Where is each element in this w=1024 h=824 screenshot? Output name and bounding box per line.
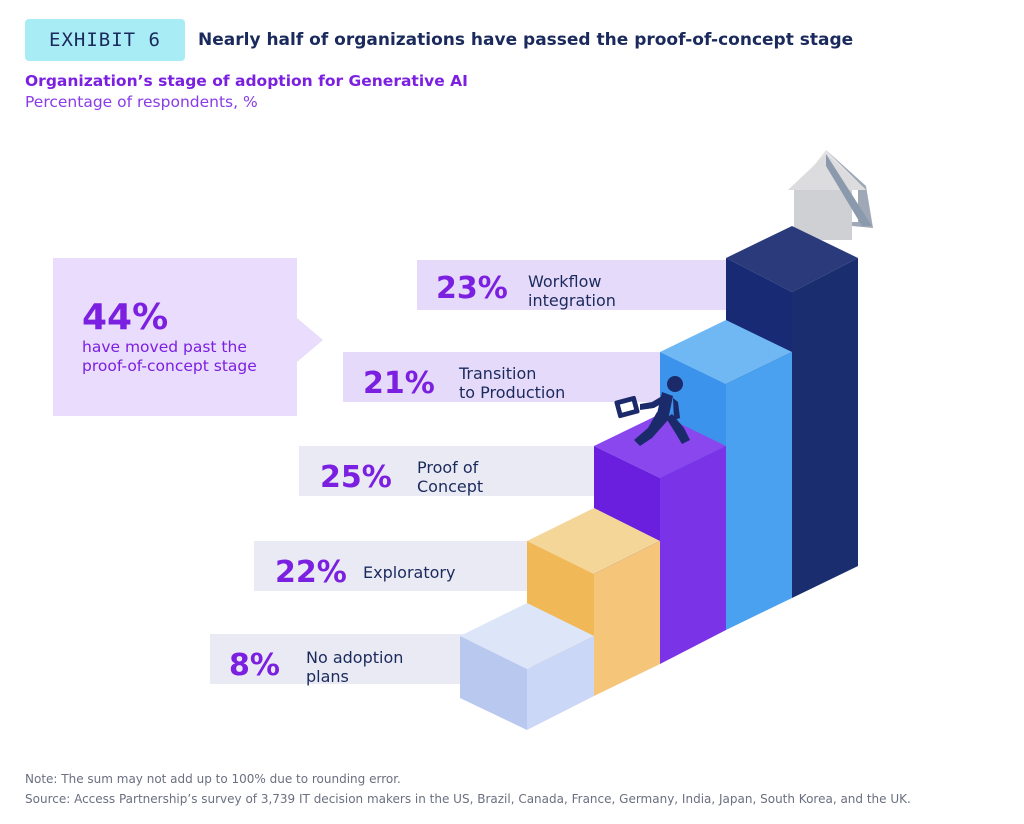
band-transition [343,352,665,402]
up-arrow-icon [788,150,873,240]
exhibit-headline: Nearly half of organizations have passed… [198,30,854,50]
category-label-exploratory: Exploratory [363,563,456,582]
category-label-no-adoption: No adoption plans [306,648,404,686]
category-label-transition: Transition to Production [459,364,566,402]
data-label-proof-of-concept: 25% [320,460,392,495]
category-label-proof-of-concept: Proof of Concept [417,458,484,496]
data-label-transition: 21% [363,366,435,401]
walking-businessperson-icon [614,376,690,446]
data-label-exploratory: 22% [275,555,347,590]
footnote-source: Source: Access Partnership’s survey of 3… [25,792,911,806]
data-label-workflow: 23% [436,271,508,306]
band-workflow [417,260,731,310]
step-no-adoption [460,603,594,730]
data-label-no-adoption: 8% [229,648,280,683]
band-exploratory [254,541,534,591]
footnote-rounding: Note: The sum may not add up to 100% due… [25,772,401,786]
band-proof-of-concept [299,446,599,496]
callout-percent: 44% [82,297,169,338]
category-label-workflow: Workflow integration [528,272,616,310]
exhibit-badge: EXHIBIT 6 [25,19,185,61]
callout-box [53,258,297,416]
callout-pointer [297,318,323,362]
callout-text: have moved past the proof-of-concept sta… [82,338,257,375]
chart-unit-label: Percentage of respondents, % [25,93,258,111]
band-no-adoption [210,634,470,684]
chart-title: Organization’s stage of adoption for Gen… [25,72,468,90]
